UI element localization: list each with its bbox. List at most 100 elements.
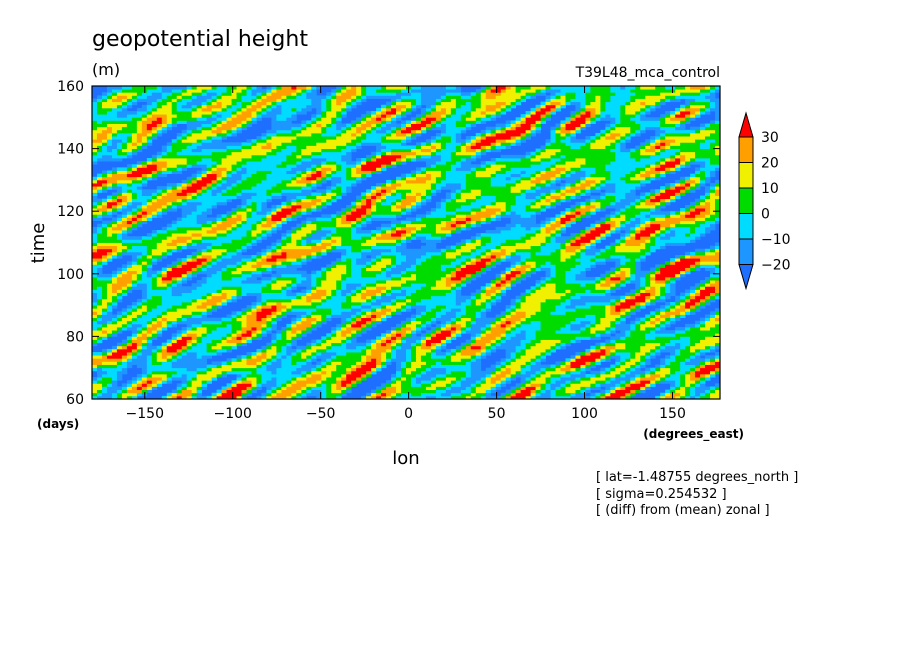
heatmap-cell bbox=[540, 245, 561, 250]
heatmap-cell bbox=[650, 223, 661, 228]
heatmap-cell bbox=[131, 358, 148, 362]
heatmap-cell bbox=[575, 392, 586, 397]
heatmap-cell bbox=[286, 327, 292, 331]
heatmap-cell bbox=[640, 301, 646, 306]
heatmap-cell bbox=[92, 323, 103, 328]
heatmap-cell bbox=[171, 233, 193, 237]
heatmap-cell bbox=[660, 226, 666, 231]
heatmap-cell bbox=[186, 242, 193, 247]
heatmap-cell bbox=[236, 261, 242, 265]
heatmap-cell bbox=[590, 195, 601, 200]
heatmap-cell bbox=[560, 361, 566, 365]
heatmap-cell bbox=[565, 186, 571, 190]
heatmap-cell bbox=[485, 301, 492, 306]
heatmap-cell bbox=[500, 358, 507, 362]
heatmap-cell bbox=[321, 395, 327, 399]
heatmap-cell bbox=[161, 298, 193, 303]
heatmap-cell bbox=[645, 336, 656, 340]
heatmap-cell bbox=[241, 214, 247, 218]
heatmap-cell bbox=[376, 292, 382, 297]
heatmap-cell bbox=[376, 308, 382, 312]
heatmap-cell bbox=[101, 389, 108, 394]
heatmap-cell bbox=[440, 330, 452, 334]
heatmap-cell bbox=[490, 377, 502, 381]
heatmap-cell bbox=[266, 314, 272, 319]
heatmap-cell bbox=[715, 383, 720, 387]
heatmap-cell bbox=[660, 327, 666, 331]
heatmap-cell bbox=[625, 361, 636, 365]
heatmap-cell bbox=[406, 192, 417, 196]
heatmap-cell bbox=[470, 298, 477, 303]
heatmap-cell bbox=[321, 298, 327, 303]
heatmap-cell bbox=[525, 386, 536, 391]
heatmap-cell bbox=[261, 204, 267, 209]
heatmap-cell bbox=[655, 242, 666, 247]
heatmap-cell bbox=[415, 377, 432, 381]
heatmap-cell bbox=[680, 361, 686, 365]
heatmap-cell bbox=[660, 314, 671, 319]
heatmap-cell bbox=[111, 255, 118, 259]
heatmap-cell bbox=[465, 242, 482, 247]
heatmap-cell bbox=[535, 370, 541, 375]
heatmap-cell bbox=[391, 204, 397, 209]
heatmap-cell bbox=[251, 333, 257, 337]
heatmap-cell bbox=[226, 292, 237, 297]
heatmap-cell bbox=[126, 189, 133, 193]
heatmap-cell bbox=[580, 295, 621, 300]
heatmap-cell bbox=[306, 295, 322, 300]
heatmap-cell bbox=[665, 358, 676, 362]
heatmap-cell bbox=[241, 261, 247, 265]
heatmap-cell bbox=[196, 214, 208, 218]
heatmap-cell bbox=[660, 198, 666, 203]
heatmap-cell bbox=[420, 217, 452, 221]
heatmap-cell bbox=[600, 355, 606, 359]
heatmap-cell bbox=[560, 186, 566, 190]
heatmap-cell bbox=[595, 283, 601, 287]
heatmap-cell bbox=[455, 242, 462, 247]
heatmap-cell bbox=[146, 308, 153, 312]
heatmap-cell bbox=[356, 217, 362, 221]
heatmap-cell bbox=[460, 348, 482, 353]
heatmap-cell bbox=[700, 364, 706, 369]
heatmap-cell bbox=[630, 389, 636, 394]
heatmap-cell bbox=[246, 204, 257, 209]
heatmap-cell bbox=[595, 373, 601, 378]
heatmap-cell bbox=[181, 211, 193, 215]
heatmap-cell bbox=[610, 217, 626, 221]
heatmap-cell bbox=[181, 258, 188, 262]
heatmap-cell bbox=[116, 280, 133, 284]
heatmap-cell bbox=[116, 167, 128, 171]
heatmap-cell bbox=[356, 223, 362, 228]
heatmap-cell bbox=[645, 386, 651, 391]
heatmap-cell bbox=[106, 311, 113, 315]
heatmap-cell bbox=[206, 173, 217, 178]
heatmap-cell bbox=[146, 386, 153, 391]
heatmap-cell bbox=[92, 245, 98, 250]
heatmap-cell bbox=[236, 373, 242, 378]
heatmap-cell bbox=[495, 161, 541, 165]
heatmap-cell bbox=[495, 370, 502, 375]
heatmap-cell bbox=[96, 223, 103, 228]
heatmap-cell bbox=[580, 270, 586, 275]
heatmap-cell bbox=[92, 270, 98, 275]
heatmap-cell bbox=[241, 336, 247, 340]
heatmap-cell bbox=[92, 336, 98, 340]
heatmap-cell bbox=[161, 208, 168, 212]
heatmap-cell bbox=[236, 289, 242, 293]
heatmap-cell bbox=[311, 245, 327, 250]
heatmap-cell bbox=[96, 173, 103, 178]
heatmap-cell bbox=[391, 336, 397, 340]
heatmap-cell bbox=[420, 261, 452, 265]
heatmap-cell bbox=[316, 320, 322, 325]
heatmap-cell bbox=[575, 251, 581, 256]
heatmap-cell bbox=[590, 327, 606, 331]
heatmap-cell bbox=[326, 317, 332, 322]
heatmap-cell bbox=[455, 352, 462, 356]
heatmap-cell bbox=[465, 361, 472, 365]
heatmap-cell bbox=[530, 270, 536, 275]
heatmap-cell bbox=[151, 336, 158, 340]
heatmap-cell bbox=[141, 370, 148, 375]
heatmap-cell bbox=[401, 261, 417, 265]
heatmap-cell bbox=[630, 364, 636, 369]
heatmap-cell bbox=[231, 298, 237, 303]
